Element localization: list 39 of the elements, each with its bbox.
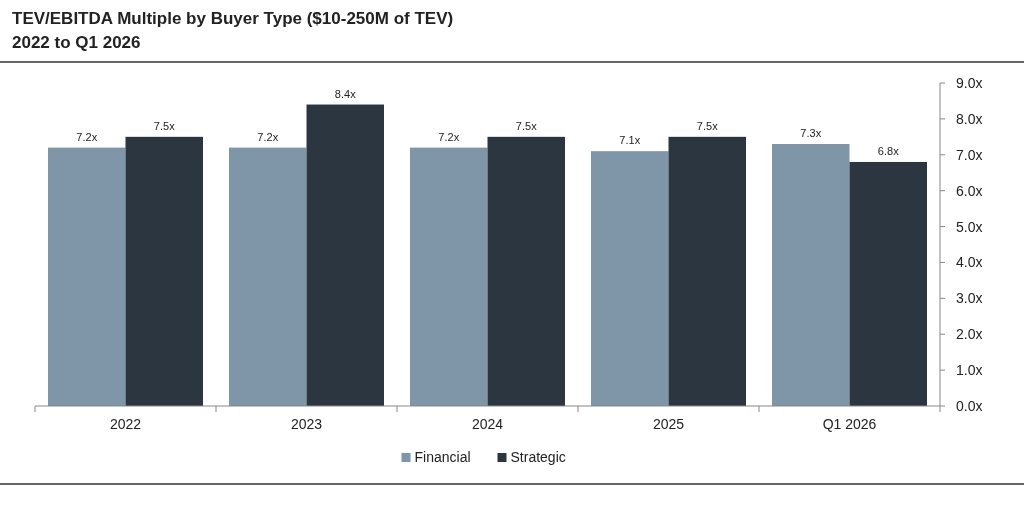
x-tick-label: 2023 (290, 416, 323, 432)
data-label: 7.5x (153, 119, 176, 132)
y-tick-label: 4.0x (956, 254, 983, 271)
y-tick-label: 9.0x (956, 75, 983, 91)
bar (487, 136, 565, 406)
data-label: 7.2x (257, 130, 279, 143)
y-tick-label: 6.0x (956, 182, 983, 199)
x-tick-label: 2024 (471, 416, 504, 432)
data-label: 7.5x (515, 119, 538, 132)
bar (591, 151, 669, 406)
data-label: 7.2x (438, 130, 460, 143)
legend-label: Financial (414, 449, 471, 465)
x-tick-label: Q1 2026 (822, 416, 877, 432)
bar (306, 104, 384, 406)
y-tick-label: 7.0x (956, 146, 983, 163)
chart-subtitle: 2022 to Q1 2026 (12, 33, 141, 52)
y-tick-label: 0.0x (956, 398, 983, 414)
y-tick-label: 3.0x (956, 290, 983, 307)
y-tick-label: 2.0x (956, 326, 983, 343)
bar (410, 147, 488, 406)
data-label: 6.8x (877, 144, 900, 157)
data-label: 7.2x (76, 130, 98, 143)
chart-title: TEV/EBITDA Multiple by Buyer Type ($10-250M of TEV) (12, 9, 454, 28)
x-tick-label: 2025 (652, 416, 685, 432)
bar (668, 136, 746, 406)
y-tick-label: 1.0x (956, 362, 983, 379)
bar (229, 147, 307, 406)
y-tick-label: 5.0x (956, 218, 983, 235)
legend-label: Strategic (510, 449, 566, 465)
data-label: 7.3x (800, 127, 822, 140)
data-label: 8.4x (334, 87, 357, 100)
data-label: 7.5x (696, 119, 719, 132)
bar (125, 136, 203, 406)
x-tick-label: 2022 (109, 416, 142, 432)
bar (772, 144, 850, 406)
bar (48, 147, 126, 406)
bar (849, 161, 927, 406)
y-tick-label: 8.0x (956, 110, 983, 127)
data-label: 7.1x (619, 134, 641, 147)
